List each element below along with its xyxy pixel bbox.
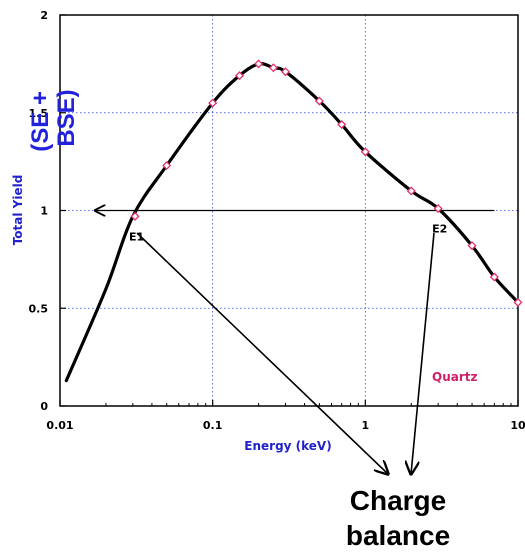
data-point-marker [314, 96, 324, 106]
data-point-marker [433, 204, 443, 214]
data-point-marker [489, 272, 499, 282]
data-point-marker [280, 67, 291, 77]
x-tick-label: 1 [362, 419, 370, 432]
data-markers [130, 59, 523, 307]
data-point-marker [254, 59, 264, 69]
series-line-quartz [64, 62, 520, 383]
y-tick-label: 1 [40, 205, 48, 218]
callout-text-line-1: Charge [350, 485, 446, 516]
data-point-marker [406, 186, 416, 196]
tick-labels: 0.01 0.1 1 10 0 0.5 1 1.5 2 [29, 9, 525, 432]
data-point-marker [513, 297, 523, 307]
callout-arrow-e2 [411, 232, 435, 474]
data-point-marker [467, 241, 477, 251]
x-axis-label: Energy (keV) [244, 439, 331, 453]
data-point-marker [235, 71, 245, 81]
data-point-marker [360, 147, 370, 157]
point-label-e2: E2 [432, 223, 447, 236]
data-point-marker [337, 119, 347, 129]
plot-frame [59, 14, 519, 407]
y-tick-label: 0.5 [29, 302, 49, 315]
series-label-quartz: Quartz [432, 370, 477, 384]
data-point-marker [268, 63, 278, 73]
y-axis-label: Total Yield [11, 175, 25, 246]
x-tick-label: 0.1 [203, 419, 223, 432]
y-tick-label: 1.5 [29, 107, 49, 120]
data-point-marker [162, 161, 172, 171]
data-point-marker [208, 98, 218, 108]
point-annotations: E1 E2 [129, 223, 447, 244]
callout-text-line-2: balance [346, 520, 450, 551]
x-tick-label: 10 [510, 419, 525, 432]
y-tick-label: 0 [40, 400, 48, 413]
y-tick-label: 2 [40, 9, 48, 22]
x-tick-label: 0.01 [46, 419, 73, 432]
data-point-marker [130, 211, 140, 221]
y-axis-label-extra: (SE + BSE) [27, 84, 80, 151]
callout-arrow-e1 [136, 232, 388, 474]
point-label-e1: E1 [129, 230, 144, 243]
